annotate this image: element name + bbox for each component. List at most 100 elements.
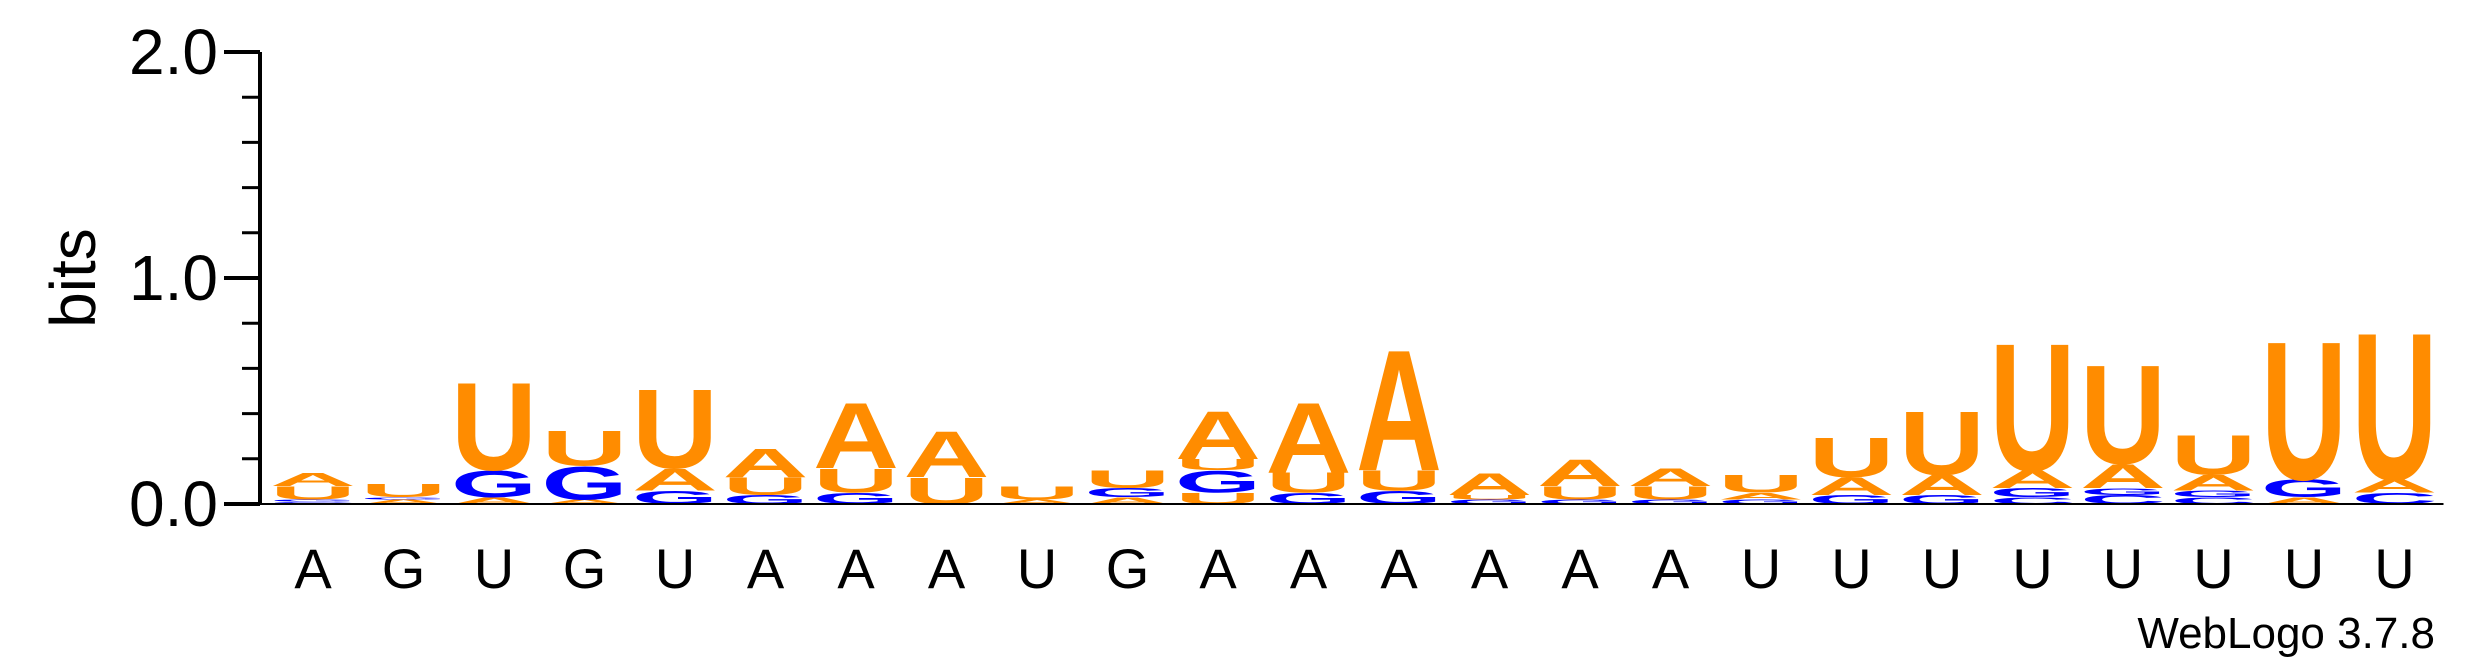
x-tick-label: A <box>1561 537 1599 600</box>
logo-letter-U: U <box>1899 393 1985 495</box>
logo-letter-U: U <box>994 482 1080 503</box>
x-tick-label: U <box>1017 537 1057 600</box>
logo-letter-G: G <box>813 490 899 508</box>
y-axis-label: bits <box>37 228 109 328</box>
x-tick-label: A <box>294 537 332 600</box>
logo-letter-U: U <box>1990 306 2076 509</box>
x-tick-label: U <box>655 537 695 600</box>
y-tick-label: 0.0 <box>129 468 218 540</box>
logo-letter-U: U <box>2171 424 2257 487</box>
y-tick-label: 2.0 <box>129 16 218 88</box>
x-tick-label: A <box>837 537 875 600</box>
logo-letter-U: U <box>451 356 537 497</box>
logo-letter-A: A <box>1085 495 1171 506</box>
logo-letter-G: G <box>1628 498 1714 505</box>
logo-letter-G: G <box>1266 490 1352 508</box>
x-tick-label: A <box>1380 537 1418 600</box>
x-tick-label: A <box>1290 537 1328 600</box>
logo-letter-G: G <box>1356 487 1442 508</box>
logo-letter-A: A <box>2261 495 2347 506</box>
logo-letter-A: A <box>904 417 990 491</box>
x-tick-label: A <box>1199 537 1237 600</box>
logo-letter-A: A <box>2171 471 2257 496</box>
logo-letter-A: A <box>2080 457 2166 495</box>
logo-letter-G: G <box>2261 475 2347 503</box>
logo-letter-G: G <box>361 497 447 500</box>
x-tick-label: U <box>474 537 514 600</box>
logo-letter-U: U <box>632 366 718 492</box>
logo-letter-U: U <box>270 482 356 503</box>
logo-letter-G: G <box>1447 498 1533 505</box>
y-ticks: 0.0 1.0 2.0 <box>129 16 260 540</box>
logo-letter-U: U <box>1085 465 1171 493</box>
x-tick-label: U <box>1922 537 1962 600</box>
logo-letter-A: A <box>1266 382 1352 494</box>
logo-letter-U: U <box>1809 426 1895 489</box>
x-tick-label: G <box>563 537 607 600</box>
logo-letter-U: U <box>542 420 628 476</box>
logo-letter-U: U <box>2080 336 2166 494</box>
x-tick-label: U <box>2374 537 2414 600</box>
logo-letter-U: U <box>1175 456 1261 474</box>
logo-letter-U: U <box>1628 482 1714 503</box>
logo-letter-G: G <box>1085 486 1171 500</box>
logo-letter-G: G <box>632 487 718 508</box>
logo-letter-U: U <box>361 480 447 501</box>
logo-letter-A: A <box>723 440 809 485</box>
logo-letter-C: C <box>2352 490 2438 508</box>
logo-letter-A: A <box>1899 469 1985 501</box>
x-tick-label: U <box>1741 537 1781 600</box>
logo-letter-G: G <box>1537 498 1623 505</box>
x-tick-label: U <box>2012 537 2052 600</box>
logo-letter-A: A <box>1447 467 1533 502</box>
logo-letter-A: A <box>813 382 899 488</box>
logo-letter-A: A <box>1175 396 1261 473</box>
logo-letter-G: G <box>1718 498 1804 505</box>
x-tick-label: G <box>382 537 426 600</box>
logo-letter-U: U <box>1537 482 1623 503</box>
logo-letter-U: U <box>1266 467 1352 499</box>
x-tick-label: U <box>2284 537 2324 600</box>
logo-letter-C: C <box>270 501 356 504</box>
logo-letter-U: U <box>1447 494 1533 501</box>
logo-letter-A: A <box>1356 313 1442 507</box>
y-tick-label: 1.0 <box>129 242 218 314</box>
logo-letter-G: G <box>2080 486 2166 497</box>
x-tick-label: A <box>747 537 785 600</box>
logo-letter-U: U <box>2352 290 2438 525</box>
logo-letter-G: G <box>542 457 628 510</box>
logo-letter-U: U <box>904 470 990 512</box>
x-tick-label: U <box>2193 537 2233 600</box>
x-tick-label: U <box>1831 537 1871 600</box>
logo-letter-U: U <box>1175 490 1261 508</box>
x-tick-label: G <box>1106 537 1150 600</box>
logo-letter-A: A <box>1537 452 1623 494</box>
logo-letter-U: U <box>1356 465 1442 497</box>
logo-letter-C: C <box>1990 495 2076 506</box>
logo-letter-A: A <box>632 462 718 497</box>
logo-letter-A: A <box>1809 472 1895 500</box>
x-tick-label: U <box>2103 537 2143 600</box>
logo-letter-A: A <box>1718 491 1804 502</box>
logo-letter-A: A <box>994 498 1080 505</box>
logo-letter-A: A <box>1628 463 1714 491</box>
logo-letter-A: A <box>1990 465 2076 493</box>
x-tick-label: A <box>1471 537 1509 600</box>
logo-letter-G: G <box>2171 489 2257 500</box>
logo-letter-A: A <box>361 498 447 505</box>
logo-letter-U: U <box>723 472 809 500</box>
logo-letter-A: A <box>451 495 537 506</box>
logo-letter-U: U <box>1718 470 1804 498</box>
logo-letter-A: A <box>270 469 356 490</box>
logo-letter-U: U <box>813 462 899 500</box>
weblogo-version-label: WebLogo 3.7.8 <box>2137 609 2435 658</box>
logo-letter-G: G <box>1175 464 1261 499</box>
logo-letter-G: G <box>451 463 537 505</box>
logo-letter-U: U <box>2261 301 2347 522</box>
logo-letter-A: A <box>2352 476 2438 497</box>
logo-letter-C: C <box>2171 495 2257 506</box>
x-tick-label: A <box>928 537 966 600</box>
